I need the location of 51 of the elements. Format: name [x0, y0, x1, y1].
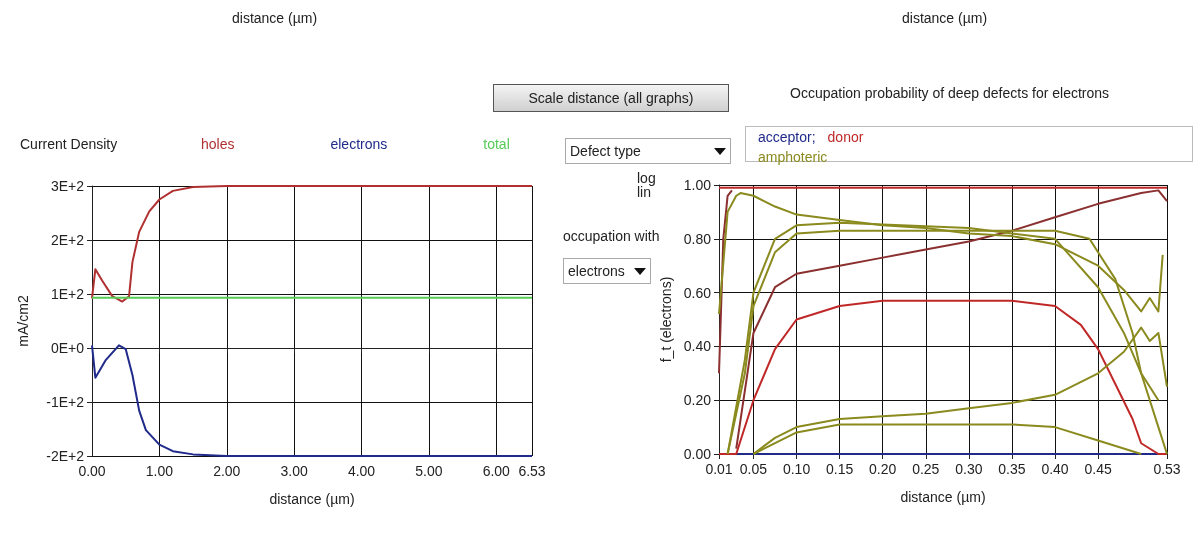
x-tick-label: 6.53: [518, 463, 546, 479]
x-tick-label: 6.00: [482, 463, 511, 479]
y-tick-label: 0.20: [683, 392, 712, 409]
text: lin: [637, 184, 652, 200]
text: occupation with: [563, 228, 660, 244]
chart-title: Current Density: [20, 136, 118, 152]
y-tick-label: 0.80: [683, 230, 712, 247]
x-tick-label: 0.01: [705, 461, 733, 477]
x-tick-label: 0.10: [782, 461, 811, 477]
y-tick-label: -1E+2: [46, 394, 85, 410]
x-tick-label: 0.25: [912, 461, 940, 477]
x-tick-label: 0.30: [955, 461, 983, 477]
text: donor: [827, 129, 864, 145]
x-tick-label: 4.00: [347, 463, 376, 479]
y-tick-label: 0.60: [683, 284, 712, 301]
y-axis-title: f_t (electrons): [657, 276, 674, 363]
x-tick-label: 0.05: [739, 461, 768, 477]
y-tick-label: 0.00: [683, 446, 712, 462]
x-tick-label: 2.00: [213, 463, 241, 479]
y-tick-label: 1E+2: [50, 286, 85, 302]
x-tick-label: 0.40: [1041, 461, 1069, 477]
x-tick-label: 0.53: [1153, 461, 1181, 477]
y-tick-label: 3E+2: [50, 178, 85, 194]
x-tick-label: 0.20: [869, 461, 897, 477]
text: Scale distance (all graphs): [493, 84, 729, 112]
text: Defect type: [565, 138, 731, 164]
x-tick-label: 5.00: [415, 463, 443, 479]
x-axis-title: distance (µm): [900, 489, 986, 505]
x-axis-title: distance (µm): [269, 491, 355, 507]
x-tick-label: 0.45: [1084, 461, 1112, 477]
text: holes: [201, 136, 235, 152]
y-tick-label: 1.00: [683, 177, 712, 193]
y-axis-title: mA/cm2: [15, 295, 31, 347]
text: acceptor;: [758, 129, 816, 145]
y-tick-label: 2E+2: [50, 232, 85, 248]
text: total: [483, 136, 510, 152]
y-tick-label: 0.40: [683, 338, 712, 355]
x-tick-label: 0.35: [998, 461, 1026, 477]
text: distance (µm): [902, 10, 988, 26]
x-tick-label: 0.15: [825, 461, 854, 477]
chart-title: Occupation probability of deep defects for electrons: [790, 85, 1110, 101]
x-tick-label: 0.00: [78, 463, 106, 479]
y-tick-label: -2E+2: [46, 448, 85, 464]
x-tick-label: 3.00: [280, 463, 308, 479]
text: log: [637, 170, 656, 186]
text: electrons: [563, 258, 651, 284]
y-tick-label: 0E+0: [50, 340, 85, 356]
text: distance (µm): [232, 10, 318, 26]
text: electrons: [330, 136, 388, 152]
text: amphoteric: [758, 149, 828, 165]
x-tick-label: 1.00: [145, 463, 174, 479]
